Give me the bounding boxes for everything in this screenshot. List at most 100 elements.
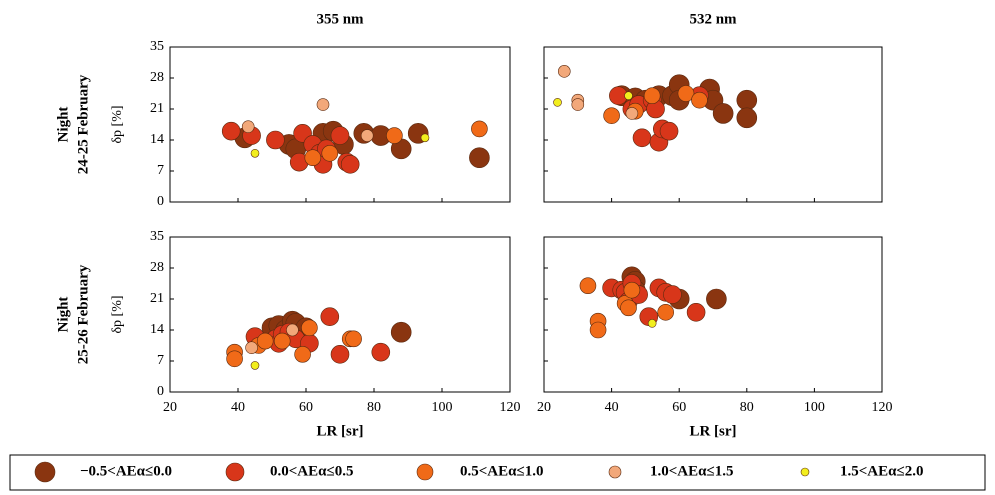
scatter-point [245, 341, 258, 355]
scatter-point [663, 285, 682, 304]
y-tick-label: 28 [150, 260, 164, 275]
scatter-point [304, 149, 322, 167]
x-tick-label: 80 [740, 400, 754, 415]
y-tick-label: 7 [157, 353, 164, 368]
scatter-point [469, 147, 490, 169]
scatter-point [625, 107, 639, 120]
scatter-point [266, 130, 285, 150]
legend-label: 1.0<AEα≤1.5 [650, 463, 734, 479]
scatter-point [286, 323, 299, 337]
scatter-point [301, 319, 318, 337]
scatter-point [390, 321, 412, 343]
scatter-point [241, 120, 255, 134]
scatter-point [643, 87, 661, 105]
x-tick-label: 100 [432, 400, 453, 415]
y-tick-label: 14 [150, 322, 164, 337]
plot-frame [543, 46, 883, 203]
scatter-point [706, 288, 727, 310]
x-tick-label: 120 [872, 400, 893, 415]
legend-marker [34, 461, 56, 483]
scatter-point [657, 303, 674, 321]
column-title: 355 nm [316, 11, 364, 27]
x-tick-label: 120 [500, 400, 521, 415]
scatter-point [330, 345, 350, 364]
scatter-point [250, 148, 260, 158]
row-label: 25-26 February [75, 264, 91, 364]
scatter-point [420, 133, 430, 143]
x-axis-label: LR [sr] [316, 423, 363, 439]
x-tick-label: 100 [804, 400, 825, 415]
x-tick-label: 60 [672, 400, 686, 415]
scatter-point [320, 307, 340, 327]
legend-label: 1.5<AEα≤2.0 [840, 463, 924, 479]
scatter-point [273, 332, 291, 350]
y-axis-label: δp [%] [110, 105, 125, 143]
scatter-point [256, 332, 274, 350]
scatter-point [371, 342, 391, 362]
legend-marker [225, 462, 245, 482]
scatter-point [677, 85, 695, 102]
scatter-point [226, 350, 243, 368]
scatter-point [736, 89, 758, 111]
scatter-point [603, 107, 620, 124]
scatter-point [250, 361, 260, 370]
scatter-point [316, 98, 330, 111]
x-axis-label: LR [sr] [689, 423, 736, 439]
y-axis-label: δp [%] [110, 295, 125, 333]
scatter-point [571, 98, 585, 111]
scatter-point [736, 107, 758, 129]
legend-marker [416, 463, 434, 481]
legend-box [9, 454, 986, 491]
y-tick-label: 21 [150, 101, 164, 116]
y-tick-label: 0 [157, 384, 164, 399]
scatter-point [589, 321, 607, 339]
scatter-point [221, 121, 241, 141]
y-tick-label: 21 [150, 291, 164, 306]
scatter-point [294, 346, 311, 363]
x-tick-label: 80 [367, 400, 381, 415]
legend-marker [800, 467, 810, 477]
scatter-point [579, 277, 597, 295]
x-tick-label: 20 [163, 400, 177, 415]
plot-frame [543, 236, 883, 393]
legend-label: 0.5<AEα≤1.0 [460, 463, 544, 479]
row-label: 24-25 February [75, 74, 91, 174]
scatter-point [386, 127, 403, 144]
scatter-point [345, 330, 362, 348]
x-tick-label: 20 [537, 400, 551, 415]
scatter-point [623, 281, 641, 299]
scatter-point [471, 120, 488, 138]
y-tick-label: 35 [150, 39, 164, 54]
scatter-point [712, 103, 734, 124]
scatter-point [620, 299, 637, 317]
x-tick-label: 60 [299, 400, 313, 415]
y-tick-label: 14 [150, 132, 164, 147]
y-tick-label: 28 [150, 70, 164, 85]
x-tick-label: 40 [605, 400, 619, 415]
legend-label: −0.5<AEα≤0.0 [80, 463, 172, 479]
plot-frame [169, 236, 511, 393]
y-tick-label: 0 [157, 194, 164, 209]
x-tick-label: 40 [231, 400, 245, 415]
row-label: Night [55, 107, 71, 143]
scatter-point [624, 91, 633, 101]
y-tick-label: 7 [157, 163, 164, 178]
scatter-point [360, 129, 374, 142]
legend-marker [608, 465, 622, 479]
scatter-point [340, 155, 360, 174]
y-tick-label: 35 [150, 229, 164, 244]
scatter-point [321, 144, 339, 162]
scatter-point [330, 126, 350, 145]
plot-frame [169, 46, 511, 203]
scatter-point [659, 121, 679, 141]
row-label: Night [55, 297, 71, 333]
column-title: 532 nm [689, 11, 737, 27]
scatter-point [647, 319, 657, 328]
scatter-point [691, 91, 708, 109]
scatter-point [557, 65, 571, 78]
legend-label: 0.0<AEα≤0.5 [270, 463, 354, 479]
scatter-point [632, 128, 652, 148]
scatter-point [686, 302, 706, 322]
